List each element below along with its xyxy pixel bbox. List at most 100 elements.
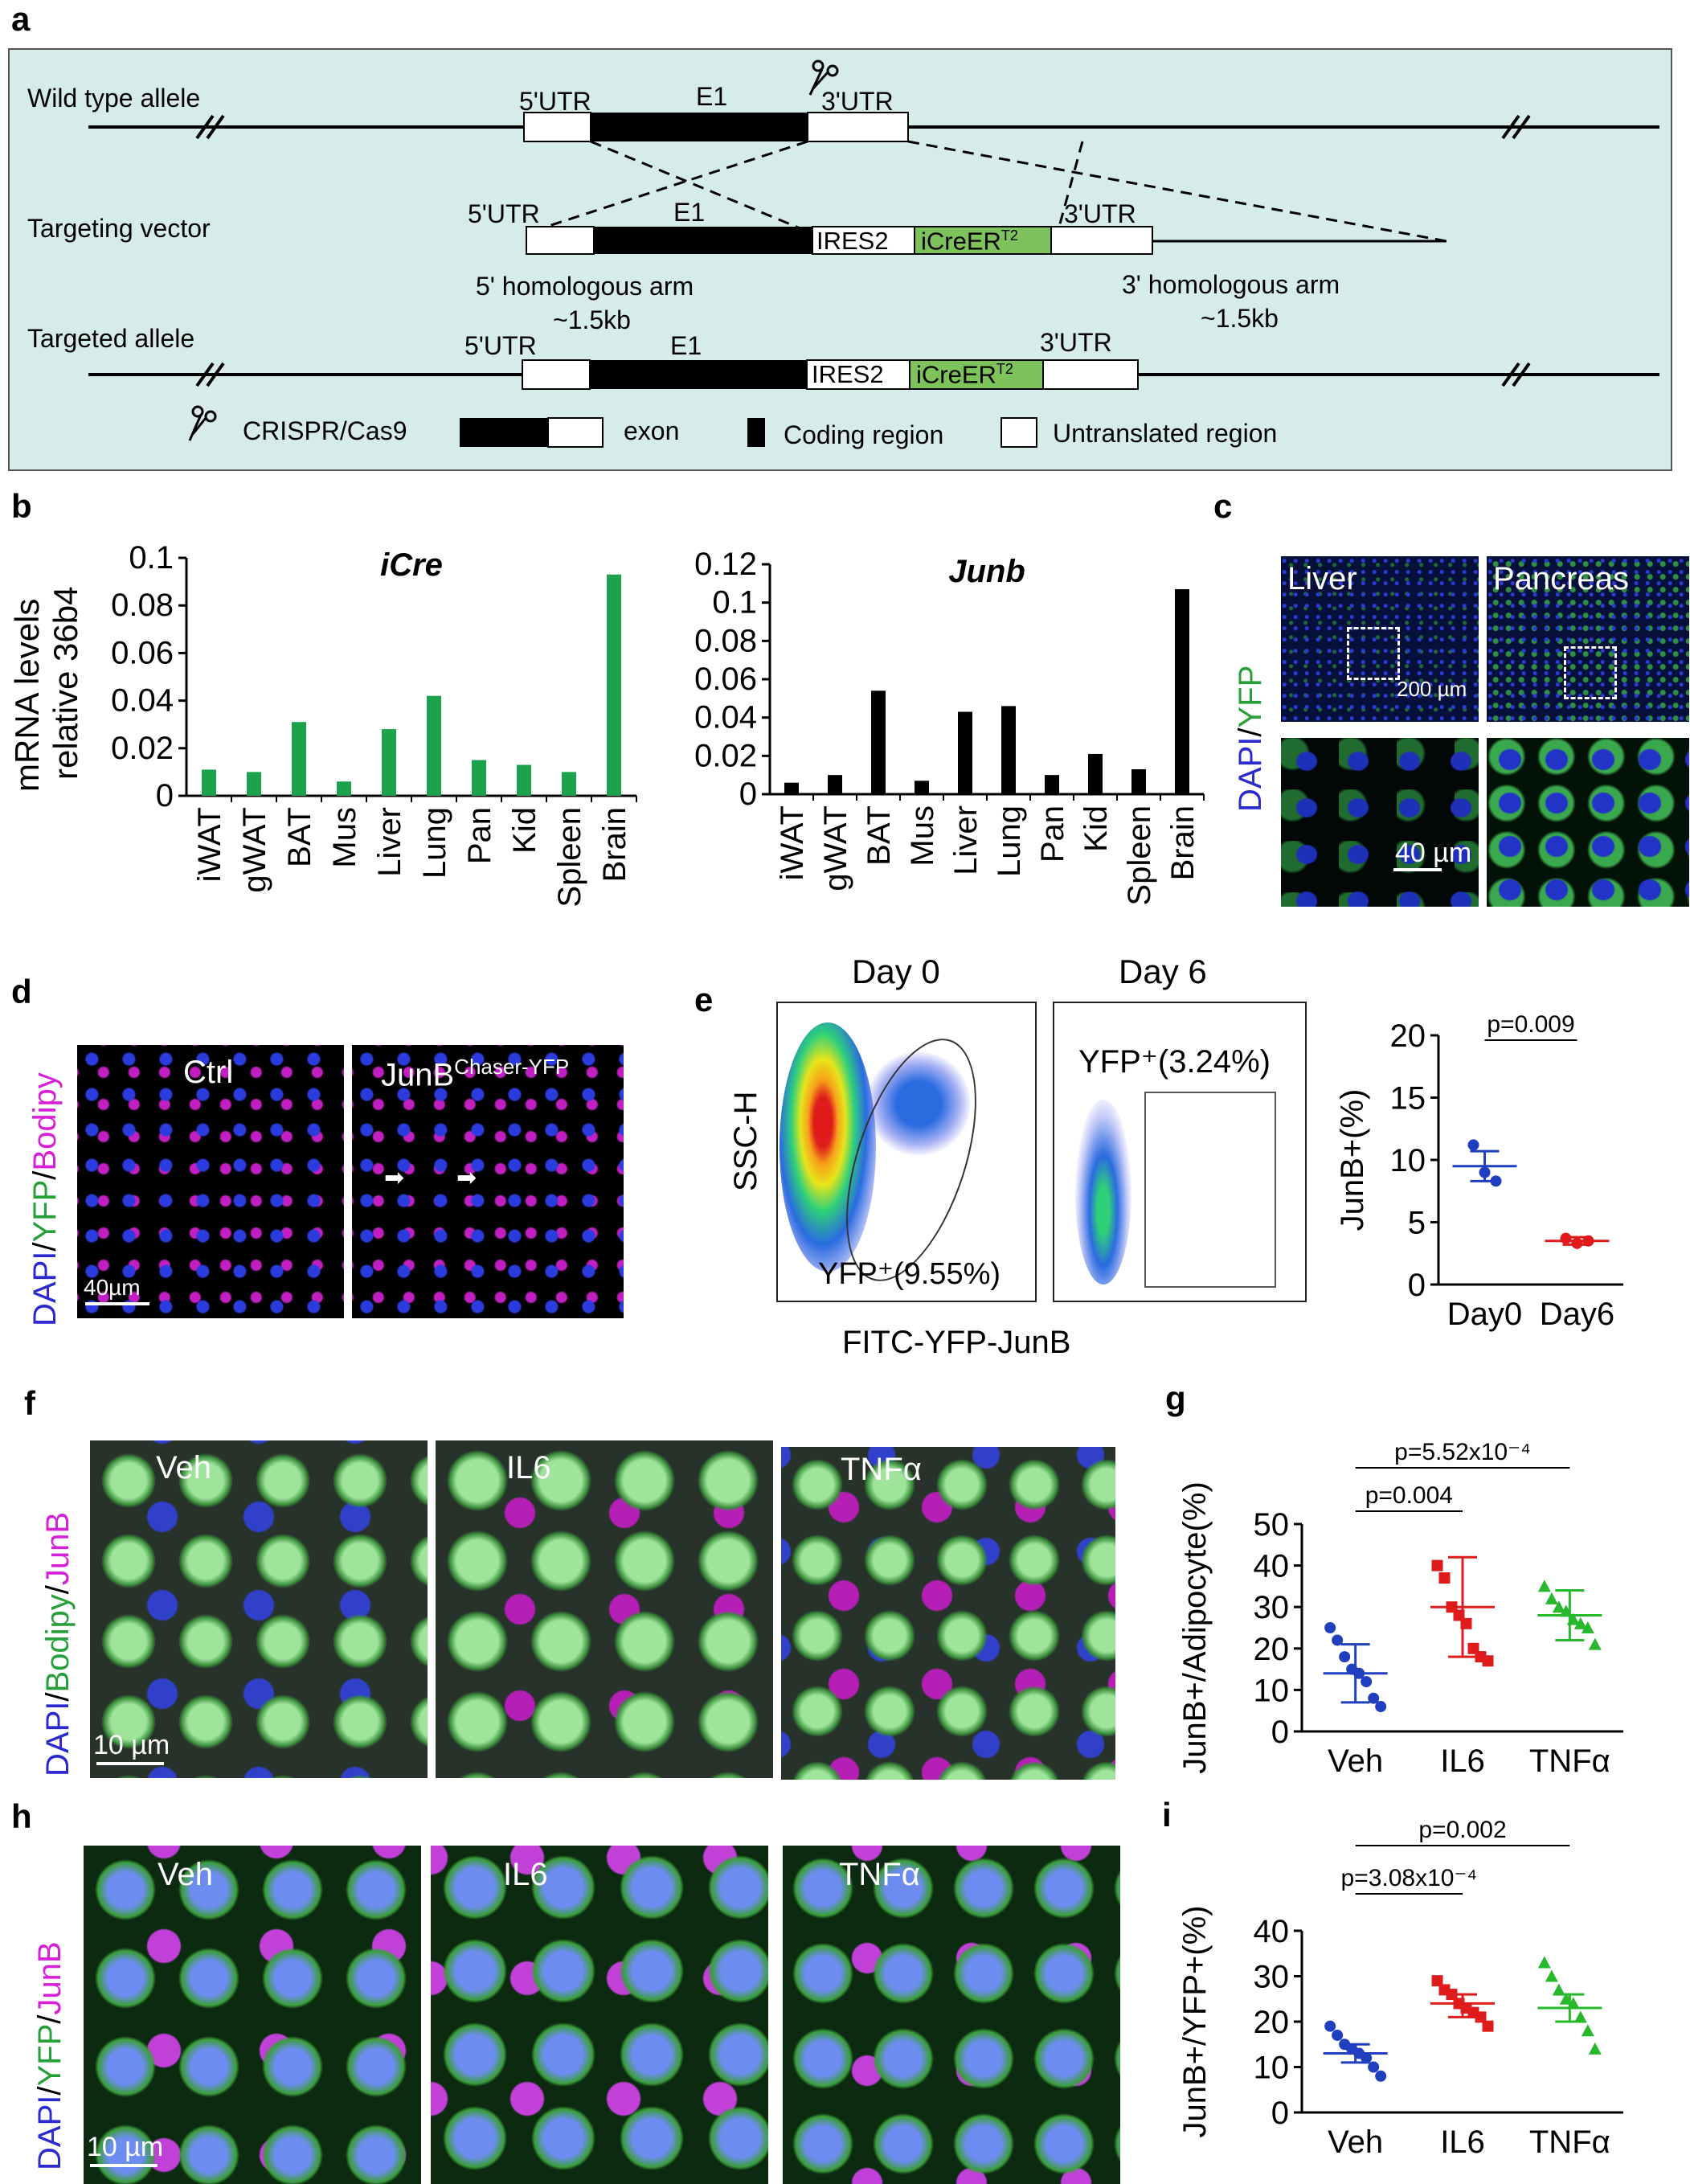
data-point xyxy=(1588,1637,1602,1650)
c-side-label: DAPI/YFP xyxy=(1233,665,1268,812)
y-tick-label: 30 xyxy=(1254,1960,1290,1995)
x-tick-label: BAT xyxy=(861,805,897,866)
panel-letter-a: a xyxy=(11,0,31,38)
data-point xyxy=(1467,1139,1479,1151)
label-5utr-vector: 5'UTR xyxy=(468,199,540,228)
y-tick-label: 0.02 xyxy=(694,738,757,773)
data-point xyxy=(1581,1621,1594,1633)
label-3utr-targeted: 3'UTR xyxy=(1040,328,1112,357)
micrograph-h-tnf: TNFα xyxy=(783,1846,1120,2184)
label-icreert2-targeted: iCreERT2 xyxy=(916,360,1013,389)
x-tick-label: Mus xyxy=(905,805,940,867)
data-point xyxy=(1375,2070,1387,2082)
data-point xyxy=(1361,2052,1373,2064)
label-junb-chaser: JunBChaser-YFP xyxy=(381,1055,570,1093)
flow-density-day0-yfp xyxy=(866,1051,971,1156)
bar-liver xyxy=(958,711,972,794)
scale-bar-f xyxy=(96,1762,164,1765)
chart-junb: 00.020.040.06 0.080.10.12 iWAT gWAT BAT Mus Li… xyxy=(694,547,1205,906)
scale-label-200: 200 µm xyxy=(1397,677,1467,701)
x-tick-label: Day0 xyxy=(1447,1297,1522,1332)
label-5-arm: 5' homologous arm xyxy=(476,272,694,301)
scale-label-f: 10 µm xyxy=(93,1730,170,1760)
bar-kid xyxy=(1088,753,1103,794)
bar-iwat xyxy=(202,769,216,796)
scale-label-d: 40µm xyxy=(84,1275,141,1300)
label-pancreas: Pancreas xyxy=(1493,561,1629,596)
label-h-il6: IL6 xyxy=(503,1857,548,1892)
label-5utr-targeted: 5'UTR xyxy=(464,331,537,360)
panel-letter-h: h xyxy=(11,1797,32,1835)
flow-density-day6 xyxy=(1075,1100,1131,1285)
micrograph-d-junb: JunBChaser-YFP ➡ ➡ xyxy=(352,1045,624,1318)
y-tick-label: 0 xyxy=(1271,1715,1289,1750)
p-value-label: p=0.004 xyxy=(1365,1482,1453,1509)
y-tick-label: 0 xyxy=(1271,2096,1289,2131)
p-value-label: p=0.009 xyxy=(1487,1011,1574,1038)
bar-iwat xyxy=(784,782,799,794)
e-flow-xlabel: FITC-YFP-JunB xyxy=(842,1325,1071,1360)
y-tick-label: 0.06 xyxy=(111,635,174,670)
label-3utr: 3'UTR xyxy=(821,87,894,116)
d-side-label: DAPI/YFP/Bodipy xyxy=(27,1072,63,1326)
micrograph-liver-low: Liver 200 µm xyxy=(1281,556,1479,722)
chart-icre: 0 0.02 0.04 0.06 0.08 0.1 iWAT gWAT BAT Mus Liver L… xyxy=(111,540,637,908)
bar-mus xyxy=(915,781,929,794)
y-tick-label: 0.02 xyxy=(111,731,174,766)
x-tick-label: Pan xyxy=(1035,805,1070,863)
scale-label-40: 40 µm xyxy=(1395,838,1472,868)
data-point xyxy=(1375,1701,1387,1713)
scissors-icon xyxy=(808,59,839,96)
label-targeted-allele: Targeted allele xyxy=(27,324,195,353)
panel-letter-c: c xyxy=(1213,487,1233,525)
flow-plot-day0: YFP⁺(9.55%) xyxy=(776,1002,1037,1302)
label-ires2-targeted: IRES2 xyxy=(812,360,884,388)
h-side-label: DAPI/YFP/JunB xyxy=(32,1941,68,2170)
x-tick-label: Brain xyxy=(1165,805,1201,880)
y-tick-label: 0.06 xyxy=(694,662,757,697)
scale-label-h: 10 µm xyxy=(87,2132,164,2162)
x-tick-label: Lung xyxy=(992,805,1027,877)
bar-brain xyxy=(1175,588,1189,794)
y-tick-label: 0.08 xyxy=(694,623,757,658)
data-point xyxy=(1438,1572,1451,1584)
bar-lung xyxy=(1001,706,1016,794)
bar-gwat xyxy=(828,775,842,794)
panel-letter-g: g xyxy=(1165,1379,1186,1417)
data-point xyxy=(1560,1232,1572,1244)
data-point xyxy=(1332,1634,1344,1646)
micrograph-liver-high: 40 µm xyxy=(1281,738,1479,907)
y-axis-label: JunB+(%) xyxy=(1335,1089,1370,1231)
micrograph-h-veh: Veh 10 µm xyxy=(84,1846,421,2184)
panel-a-diagram xyxy=(88,59,1659,448)
label-icreert2-vector: iCreERT2 xyxy=(921,227,1018,256)
e-flow-ylabel: SSC-H xyxy=(728,1091,763,1191)
label-f-il6: IL6 xyxy=(506,1450,551,1485)
x-tick-label: Day6 xyxy=(1540,1297,1614,1332)
y-tick-label: 10 xyxy=(1254,1673,1290,1708)
bar-spleen xyxy=(562,772,576,796)
bar-spleen xyxy=(1131,769,1146,794)
label-liver: Liver xyxy=(1287,561,1357,596)
x-tick-label: Veh xyxy=(1328,2125,1383,2160)
panel-letter-i: i xyxy=(1162,1796,1172,1834)
y-tick-label: 0.08 xyxy=(111,588,174,623)
data-point xyxy=(1552,1983,1565,1996)
label-h-tnf: TNFα xyxy=(839,1857,920,1892)
y-tick-label: 50 xyxy=(1254,1507,1290,1543)
chart-g: 0 10 20 30 40 50 Veh IL6 TNFα p=0.004 p=5.52x10⁻⁴ J… xyxy=(1177,1439,1623,1779)
panel-letter-f: f xyxy=(24,1384,35,1422)
x-tick-label: Pan xyxy=(462,807,497,864)
data-point xyxy=(1324,1622,1336,1633)
y-tick-label: 15 xyxy=(1390,1081,1426,1117)
data-point xyxy=(1545,1592,1558,1604)
x-tick-label: IL6 xyxy=(1440,2125,1485,2160)
data-point xyxy=(1368,2061,1380,2073)
scale-bar-d xyxy=(85,1302,149,1305)
micrograph-f-veh: Veh 10 µm xyxy=(90,1440,428,1778)
arrow-icon: ➡ xyxy=(384,1165,405,1191)
panel-a-background xyxy=(8,48,1672,471)
scale-bar-40 xyxy=(1393,868,1442,871)
y-tick-label: 30 xyxy=(1254,1590,1290,1625)
p-value-label: p=3.08x10⁻⁴ xyxy=(1340,1865,1477,1891)
